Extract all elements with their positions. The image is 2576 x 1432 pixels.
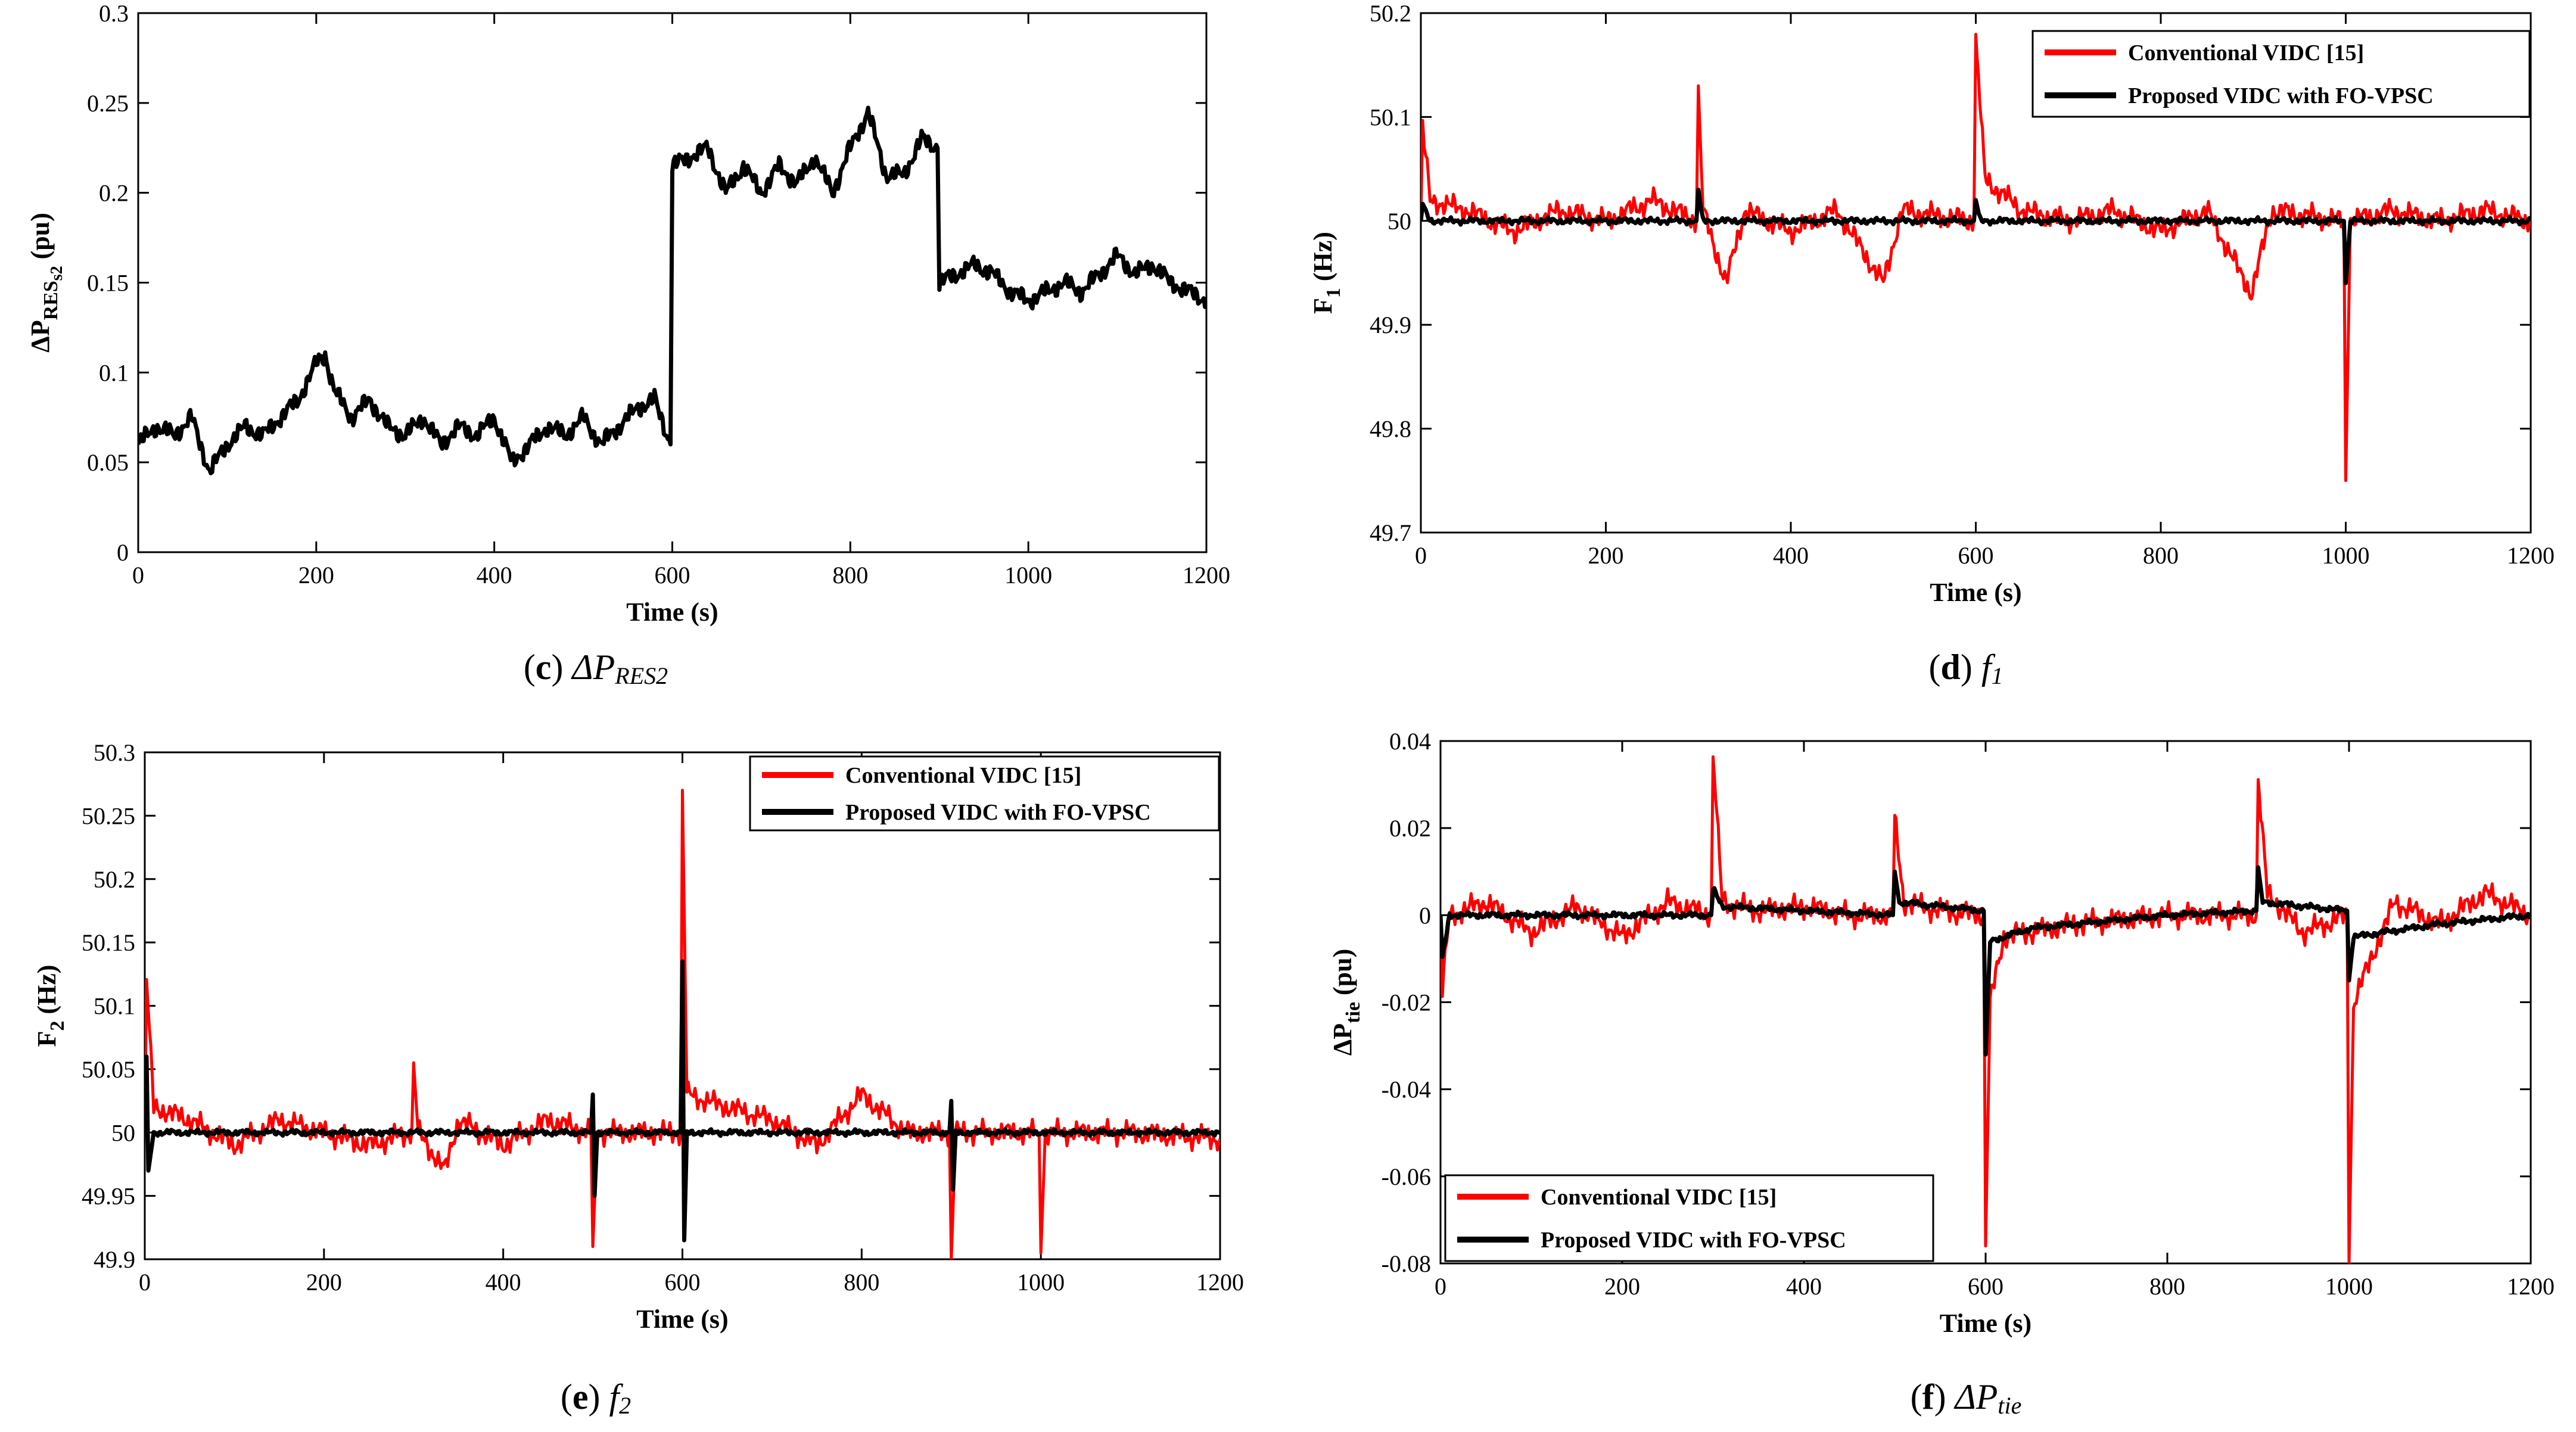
y-axis-label: F2 (Hz) (32, 965, 69, 1047)
x-tick-label: 600 (1968, 1273, 2003, 1300)
x-tick-label: 800 (2143, 542, 2179, 569)
y-tick-label: 0.3 (99, 0, 129, 27)
x-tick-label: 400 (1786, 1273, 1822, 1300)
y-tick-label: 0.25 (87, 90, 129, 117)
legend-label: Proposed VIDC with FO-VPSC (845, 800, 1151, 825)
x-tick-label: 1200 (1183, 562, 1230, 589)
x-tick-label: 0 (139, 1269, 151, 1296)
series-line-2 (1421, 188, 2531, 285)
x-tick-label: 400 (1773, 542, 1809, 569)
subfigure-caption: (f) ΔPtie (1911, 1377, 2022, 1419)
subfigure-caption: (e) f2 (561, 1377, 631, 1419)
series-line-1 (1441, 755, 2531, 1263)
y-axis-label: ΔPtie (pu) (1328, 949, 1364, 1056)
x-tick-label: 400 (486, 1269, 521, 1296)
y-tick-label: 0 (117, 539, 129, 566)
y-axis-label: F1 (Hz) (1308, 232, 1345, 314)
x-tick-label: 1000 (2325, 1273, 2373, 1300)
legend-label: Proposed VIDC with FO-VPSC (2128, 83, 2434, 108)
x-tick-label: 1200 (2507, 1273, 2555, 1300)
x-axis-label: Time (s) (626, 597, 718, 627)
x-tick-label: 0 (1415, 542, 1427, 569)
x-tick-label: 600 (655, 562, 690, 589)
x-tick-label: 800 (844, 1269, 879, 1296)
x-tick-label: 0 (1435, 1273, 1446, 1300)
legend: Conventional VIDC [15] Proposed VIDC with… (2031, 30, 2531, 118)
x-tick-label: 400 (477, 562, 512, 589)
x-tick-label: 600 (1958, 542, 1994, 569)
x-axis-label: Time (s) (1930, 578, 2021, 607)
legend-box (2031, 30, 2531, 118)
x-tick-label: 600 (665, 1269, 701, 1296)
y-tick-label: 0.05 (87, 449, 129, 476)
chart-f: 0 200 400 600 800 1000 1200 -0.08 -0.06 -0.04 -0.0… (1328, 728, 2555, 1419)
series-line-2 (145, 959, 1220, 1243)
chart-c: 0 200 400 600 800 1000 1200 0 0.05 0.1 0.15 0.2 0.25… (26, 0, 1230, 689)
y-tick-label: 50.25 (82, 802, 135, 829)
x-tick-label: 0 (132, 562, 144, 589)
y-axis-label: ΔPRESs2 (pu) (26, 213, 66, 353)
y-tick-label: 50.15 (82, 929, 135, 956)
x-tick-label: 1200 (1196, 1269, 1244, 1296)
y-tick-label: 50.1 (94, 993, 135, 1020)
y-tick-label: 0 (1419, 902, 1431, 929)
x-tick-label: 200 (1588, 542, 1624, 569)
x-tick-label: 200 (306, 1269, 342, 1296)
y-tick-label: 50.2 (94, 866, 135, 893)
y-tick-label: -0.02 (1382, 989, 1431, 1016)
x-tick-label: 200 (1604, 1273, 1640, 1300)
y-tick-label: 0.04 (1389, 728, 1431, 755)
series-line-2 (1441, 865, 2531, 1057)
subfigure-caption: (d) f1 (1928, 647, 2003, 689)
legend-label: Conventional VIDC [15] (845, 763, 1081, 788)
y-tick-label: 50.05 (82, 1056, 135, 1083)
y-tick-label: -0.04 (1382, 1076, 1431, 1103)
x-tick-label: 1000 (1017, 1269, 1065, 1296)
y-tick-label: 50 (1387, 208, 1411, 235)
x-tick-label: 1000 (2322, 542, 2370, 569)
y-tick-label: 0.02 (1389, 815, 1431, 842)
x-tick-label: 1200 (2507, 542, 2555, 569)
y-tick-label: 50.2 (1370, 0, 1411, 27)
y-tick-label: 49.9 (94, 1246, 135, 1273)
x-tick-label: 200 (298, 562, 334, 589)
y-tick-label: 50.3 (94, 739, 135, 766)
y-tick-label: 49.7 (1370, 519, 1411, 546)
legend-label: Proposed VIDC with FO-VPSC (1541, 1228, 1846, 1253)
series-line-1 (138, 105, 1206, 475)
y-tick-label: 49.95 (82, 1183, 135, 1210)
x-tick-label: 800 (2149, 1273, 2185, 1300)
series-line-1 (145, 789, 1220, 1259)
legend-box (1444, 1174, 1934, 1262)
legend-label: Conventional VIDC [15] (2128, 41, 2364, 66)
x-tick-label: 800 (832, 562, 868, 589)
legend: Conventional VIDC [15] Proposed VIDC with… (749, 755, 1220, 832)
legend: Conventional VIDC [15] Proposed VIDC with… (1444, 1174, 1934, 1262)
legend-label: Conventional VIDC [15] (1541, 1185, 1777, 1210)
subfigure-caption: (c) ΔPRES2 (524, 647, 668, 689)
y-tick-label: 49.9 (1370, 312, 1411, 338)
y-tick-label: 49.8 (1370, 416, 1411, 443)
y-tick-label: 0.15 (87, 270, 129, 297)
y-tick-label: 50.1 (1370, 104, 1411, 130)
legend-box (749, 755, 1220, 832)
x-axis-label: Time (s) (1940, 1309, 2031, 1338)
y-tick-label: -0.08 (1382, 1250, 1431, 1277)
x-tick-label: 1000 (1004, 562, 1052, 589)
y-tick-label: 0.2 (99, 180, 129, 207)
x-axis-label: Time (s) (636, 1305, 728, 1334)
chart-d: 0 200 400 600 800 1000 1200 49.7 49.8 49.9 50 50.1 5… (1308, 0, 2555, 689)
y-tick-label: 0.1 (99, 359, 129, 386)
chart-e: 0 200 400 600 800 1000 1200 49.9 49.95 50 50.05 50.… (32, 739, 1244, 1419)
y-tick-label: 50 (111, 1119, 135, 1146)
y-tick-label: -0.06 (1382, 1163, 1431, 1190)
